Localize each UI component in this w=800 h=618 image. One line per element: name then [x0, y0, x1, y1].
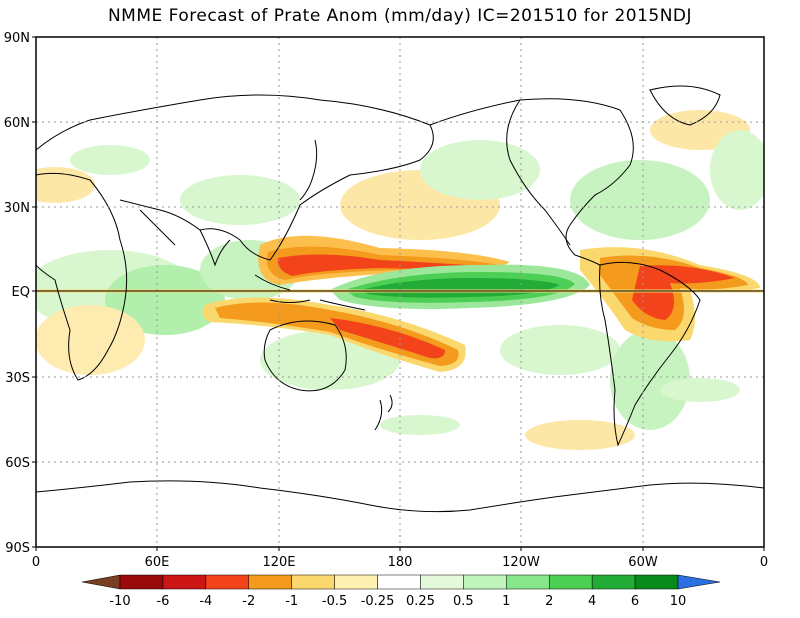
colorbar-label: 10 [670, 594, 687, 609]
lat-label-60n: 60N [4, 116, 30, 131]
colorbar-label: 1 [502, 594, 510, 609]
colorbar-swatch [162, 574, 207, 590]
colorbar-label: -6 [156, 594, 169, 609]
dry-anomaly-south-america [580, 247, 760, 342]
anomaly-field [36, 110, 764, 450]
lon-label-60e: 60E [145, 555, 170, 570]
longitude-labels: 0 60E 120E 180 120W 60W 0 [32, 555, 768, 570]
colorbar-swatch [205, 574, 250, 590]
colorbar-swatch [377, 574, 421, 590]
colorbar-swatch [119, 574, 164, 590]
lon-label-120w: 120W [502, 555, 540, 570]
colorbar-label: -1 [285, 594, 298, 609]
colorbar-swatch [334, 574, 378, 590]
colorbar-swatch [291, 574, 335, 590]
lon-label-0-east: 0 [760, 555, 768, 570]
latitude-labels: 90N 60N 30N EQ 30S 60S 90S [4, 31, 30, 556]
colorbar-label: -0.5 [322, 594, 347, 609]
lat-label-30s: 30S [5, 371, 30, 386]
colorbar-arrow-high [677, 574, 721, 590]
colorbar-label: 2 [545, 594, 553, 609]
colorbar-swatch [591, 574, 636, 590]
lat-label-90n: 90N [4, 31, 30, 46]
colorbar-label: -10 [109, 594, 130, 609]
wet-anomaly-equator [330, 264, 590, 309]
colorbar-swatch [248, 574, 292, 590]
lat-label-30n: 30N [4, 201, 30, 216]
colorbar-swatch [548, 574, 593, 590]
map-title: NMME Forecast of Prate Anom (mm/day) IC=… [107, 6, 693, 26]
lon-label-180: 180 [388, 555, 413, 570]
lon-label-0: 0 [32, 555, 40, 570]
lon-label-120e: 120E [262, 555, 295, 570]
dry-anomaly-south [202, 297, 466, 372]
colorbar-arrow-low [81, 574, 121, 590]
colorbar-label: -4 [199, 594, 212, 609]
coastlines [36, 85, 764, 513]
colorbar-label: -0.25 [361, 594, 395, 609]
lat-label-90s: 90S [5, 541, 30, 556]
colorbar-label: 6 [631, 594, 639, 609]
colorbar-swatch [506, 574, 550, 590]
lon-label-60w: 60W [628, 555, 658, 570]
lat-label-60s: 60S [5, 456, 30, 471]
axis-ticks [32, 36, 765, 551]
colorbar-label: 0.5 [453, 594, 474, 609]
colorbar-swatch [463, 574, 507, 590]
colorbar-label: -2 [242, 594, 255, 609]
colorbar-label: 4 [588, 594, 596, 609]
colorbar-swatch [634, 574, 679, 590]
colorbar: -10 -6 -4 -2 -1 -0.5 -0.25 0.25 0.5 1 2 4 6 10 [81, 574, 721, 609]
lat-label-eq: EQ [12, 285, 30, 300]
colorbar-label: 0.25 [406, 594, 435, 609]
graticule [36, 37, 764, 547]
colorbar-swatch [420, 574, 464, 590]
